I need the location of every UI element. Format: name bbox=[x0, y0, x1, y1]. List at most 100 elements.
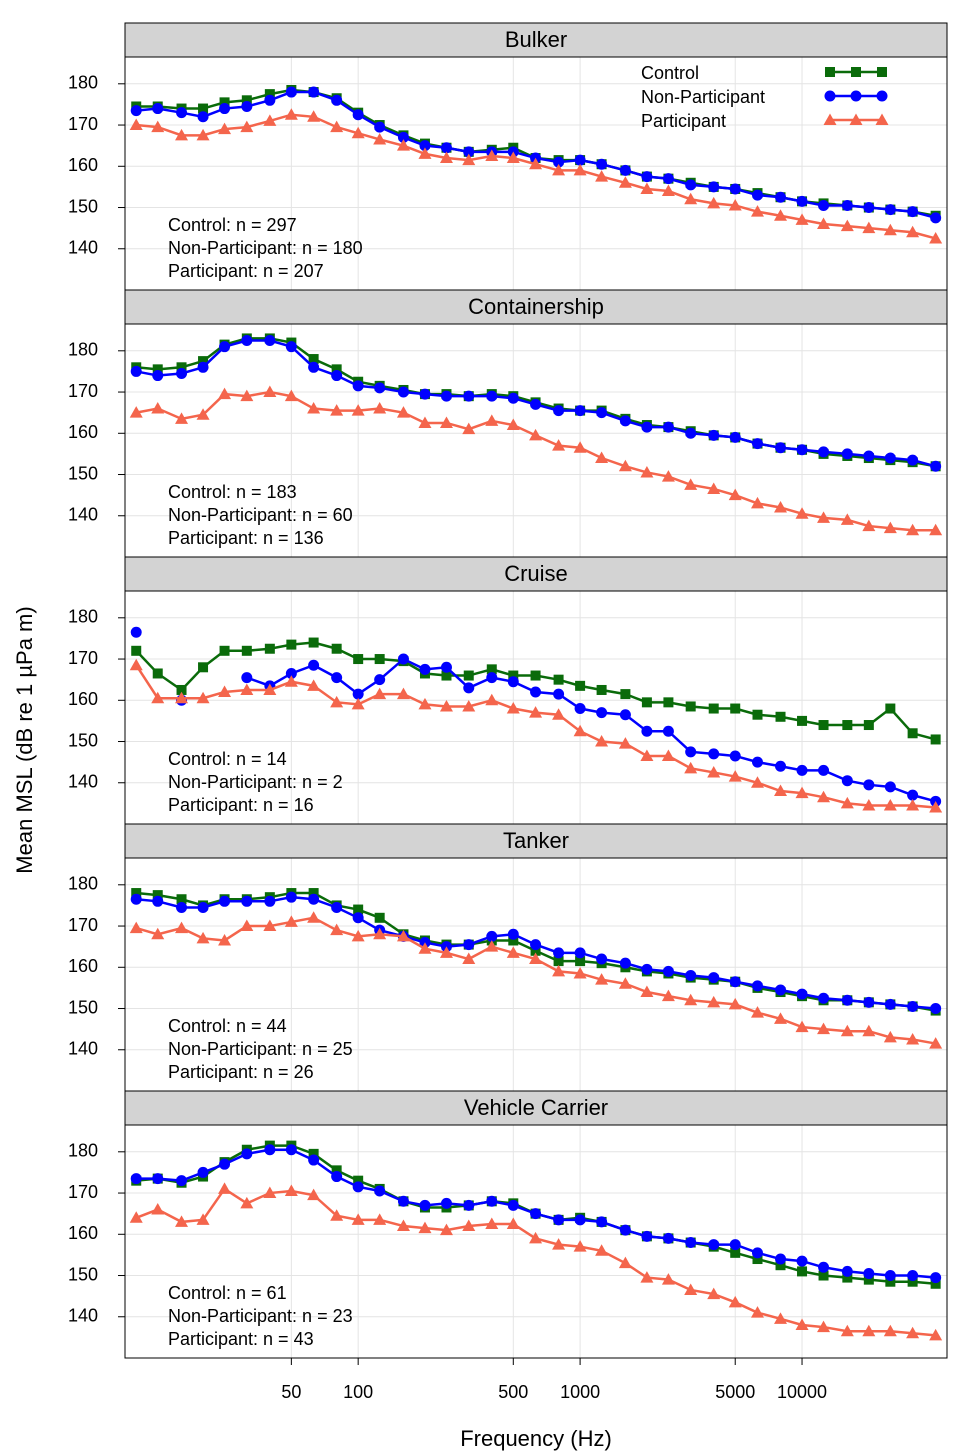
marker bbox=[553, 688, 565, 700]
marker bbox=[373, 687, 387, 700]
marker bbox=[374, 912, 385, 923]
marker bbox=[353, 1175, 364, 1186]
marker bbox=[264, 895, 276, 907]
marker bbox=[930, 212, 942, 224]
marker bbox=[618, 176, 632, 188]
marker bbox=[263, 1186, 277, 1199]
marker bbox=[176, 367, 188, 379]
marker bbox=[286, 639, 297, 650]
y-tick-label: 170 bbox=[68, 1182, 98, 1202]
marker bbox=[374, 1185, 386, 1197]
marker bbox=[130, 365, 142, 377]
marker bbox=[662, 1232, 674, 1244]
marker bbox=[507, 1199, 519, 1211]
marker bbox=[331, 1165, 342, 1176]
marker bbox=[849, 113, 863, 125]
marker bbox=[506, 702, 520, 714]
marker bbox=[530, 939, 542, 951]
marker bbox=[574, 947, 586, 959]
marker bbox=[752, 1254, 763, 1265]
marker bbox=[929, 1328, 943, 1341]
y-tick-label: 140 bbox=[68, 1039, 98, 1059]
marker bbox=[439, 151, 453, 164]
marker bbox=[331, 364, 342, 375]
marker bbox=[707, 196, 721, 209]
marker bbox=[574, 1214, 586, 1226]
marker bbox=[863, 720, 874, 731]
marker bbox=[285, 891, 297, 903]
marker bbox=[752, 709, 763, 720]
marker bbox=[218, 1182, 232, 1194]
marker bbox=[352, 912, 364, 924]
x-tick-label: 5000 bbox=[715, 1382, 755, 1402]
marker bbox=[196, 408, 210, 420]
marker bbox=[573, 966, 587, 979]
marker bbox=[285, 86, 297, 98]
marker bbox=[506, 151, 520, 164]
marker bbox=[241, 895, 253, 907]
marker bbox=[129, 921, 143, 934]
strip bbox=[124, 823, 948, 859]
marker bbox=[751, 756, 763, 768]
marker bbox=[730, 1247, 741, 1258]
marker bbox=[751, 189, 763, 201]
marker bbox=[818, 199, 830, 211]
marker bbox=[640, 985, 654, 998]
marker bbox=[817, 790, 831, 803]
marker bbox=[797, 715, 808, 726]
marker bbox=[663, 697, 674, 708]
y-tick-label: 180 bbox=[68, 340, 98, 360]
marker bbox=[596, 953, 608, 965]
marker bbox=[884, 998, 896, 1010]
marker bbox=[284, 915, 298, 927]
y-tick-label: 180 bbox=[68, 1141, 98, 1161]
marker bbox=[307, 1188, 321, 1201]
marker bbox=[197, 111, 209, 123]
marker bbox=[885, 703, 896, 714]
marker bbox=[840, 1324, 854, 1337]
marker bbox=[641, 171, 653, 183]
marker bbox=[485, 1217, 499, 1229]
marker bbox=[796, 444, 808, 456]
marker bbox=[198, 662, 209, 673]
marker bbox=[506, 418, 520, 431]
marker bbox=[708, 1239, 720, 1251]
marker bbox=[218, 685, 232, 698]
marker bbox=[331, 901, 343, 913]
marker bbox=[441, 670, 452, 681]
marker bbox=[907, 206, 919, 218]
marker bbox=[775, 191, 787, 203]
marker bbox=[529, 428, 543, 441]
n-annotation: Non-Participant: n = 23 bbox=[168, 1306, 353, 1326]
marker bbox=[573, 163, 587, 176]
marker bbox=[308, 1148, 319, 1159]
marker bbox=[486, 390, 498, 402]
y-tick-label: 150 bbox=[68, 196, 98, 216]
marker bbox=[729, 750, 741, 762]
marker bbox=[529, 952, 543, 965]
marker bbox=[930, 1278, 941, 1289]
marker bbox=[463, 670, 474, 681]
x-tick-label: 50 bbox=[281, 1382, 301, 1402]
marker bbox=[661, 749, 675, 761]
marker bbox=[619, 957, 631, 969]
y-tick-label: 160 bbox=[68, 422, 98, 442]
marker bbox=[795, 786, 809, 799]
marker bbox=[774, 784, 788, 797]
marker bbox=[841, 448, 853, 460]
marker bbox=[883, 1324, 897, 1337]
marker bbox=[797, 1266, 808, 1277]
marker bbox=[817, 217, 831, 230]
marker bbox=[129, 658, 143, 671]
n-annotation: Participant: n = 26 bbox=[168, 1062, 314, 1082]
marker bbox=[152, 364, 163, 375]
marker bbox=[397, 131, 409, 143]
marker bbox=[508, 670, 519, 681]
marker bbox=[930, 460, 942, 472]
marker bbox=[862, 798, 876, 811]
marker bbox=[620, 689, 631, 700]
marker bbox=[640, 465, 654, 478]
x-tick-label: 1000 bbox=[560, 1382, 600, 1402]
marker bbox=[775, 760, 787, 772]
marker bbox=[841, 775, 853, 787]
